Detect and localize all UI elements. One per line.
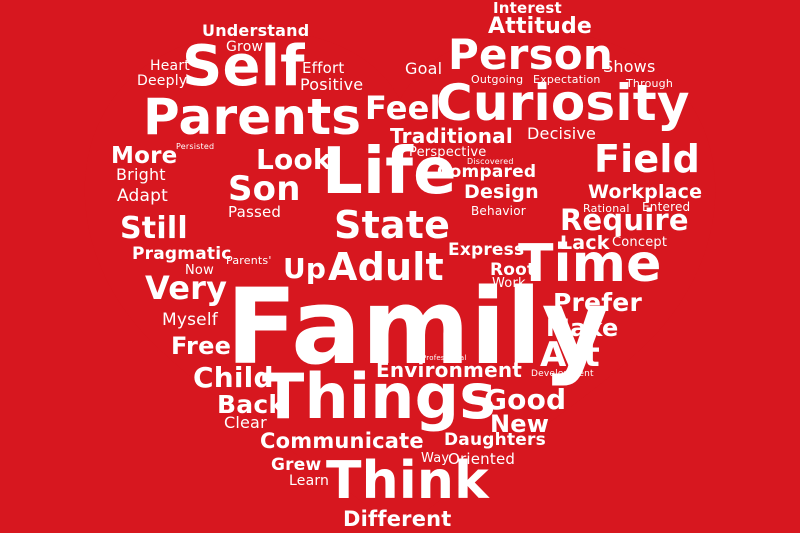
word-communicate: Communicate bbox=[260, 429, 424, 453]
word-environment: Environment bbox=[376, 358, 523, 382]
word-parents-possessive: Parents' bbox=[226, 254, 272, 267]
word-bright: Bright bbox=[116, 165, 166, 184]
word-son: Son bbox=[228, 169, 301, 209]
word-perspective: Perspective bbox=[409, 145, 487, 160]
word-require: Require bbox=[560, 203, 689, 237]
word-make: Make bbox=[546, 314, 619, 342]
word-rational: Rational bbox=[583, 202, 630, 215]
word-design: Design bbox=[464, 181, 539, 203]
word-way: Way bbox=[421, 451, 450, 466]
word-child: Child bbox=[193, 361, 274, 394]
word-deeply: Deeply bbox=[137, 73, 188, 89]
word-grew: Grew bbox=[271, 455, 322, 475]
word-understand: Understand bbox=[202, 21, 310, 40]
word-art: Art bbox=[540, 335, 600, 375]
word-parents: Parents bbox=[143, 88, 362, 146]
word-compared: Compared bbox=[437, 162, 537, 182]
word-attitude: Attitude bbox=[488, 14, 593, 39]
word-look: Look bbox=[256, 143, 332, 176]
word-self: Self bbox=[182, 34, 305, 99]
word-more: More bbox=[111, 143, 178, 169]
word-free: Free bbox=[171, 332, 232, 360]
word-professional: Professional bbox=[422, 354, 467, 362]
word-development: Development bbox=[531, 369, 594, 379]
word-back: Back bbox=[217, 390, 286, 419]
word-traditional: Traditional bbox=[390, 124, 513, 148]
word-still: Still bbox=[120, 211, 188, 246]
word-interest: Interest bbox=[493, 0, 562, 17]
word-positive: Positive bbox=[300, 75, 364, 94]
heart-outline bbox=[84, 30, 716, 533]
word-up: Up bbox=[283, 252, 327, 285]
word-passed: Passed bbox=[228, 203, 282, 221]
word-prefer: Prefer bbox=[553, 288, 642, 317]
word-daughters: Daughters bbox=[444, 430, 546, 450]
word-shows: Shows bbox=[603, 57, 656, 76]
word-different: Different bbox=[343, 507, 452, 531]
word-outgoing: Outgoing bbox=[471, 73, 524, 86]
word-feel: Feel bbox=[365, 89, 441, 127]
word-workplace: Workplace bbox=[588, 181, 703, 203]
word-adult: Adult bbox=[328, 245, 444, 289]
word-life: Life bbox=[322, 135, 457, 209]
word-concept: Concept bbox=[612, 235, 668, 250]
word-clear: Clear bbox=[224, 413, 267, 432]
word-entered: Entered bbox=[642, 200, 691, 214]
word-work: Work bbox=[492, 276, 526, 291]
word-goal: Goal bbox=[405, 59, 443, 78]
word-grow: Grow bbox=[226, 39, 264, 55]
word-state: State bbox=[334, 203, 451, 247]
word-persisted: Persisted bbox=[176, 142, 215, 151]
word-field: Field bbox=[594, 137, 700, 181]
word-discovered: Discovered bbox=[467, 157, 514, 166]
word-expectation: Expectation bbox=[533, 73, 601, 86]
word-lack: Lack bbox=[560, 232, 610, 254]
word-now: Now bbox=[185, 263, 214, 278]
word-oriented: Oriented bbox=[448, 450, 516, 468]
word-family: Family bbox=[226, 266, 610, 388]
word-learn: Learn bbox=[289, 473, 330, 489]
word-root: Root bbox=[490, 260, 536, 280]
word-very: Very bbox=[145, 269, 228, 307]
word-new: New bbox=[490, 410, 550, 438]
word-behavior: Behavior bbox=[471, 204, 526, 218]
word-decisive: Decisive bbox=[527, 124, 597, 143]
word-things: Things bbox=[262, 360, 497, 433]
word-heart: Heart bbox=[150, 58, 190, 74]
word-adapt: Adapt bbox=[117, 186, 168, 206]
word-time: Time bbox=[518, 234, 662, 294]
word-through: Through bbox=[626, 77, 674, 90]
word-express: Express bbox=[448, 240, 525, 260]
word-effort: Effort bbox=[302, 59, 345, 77]
word-think: Think bbox=[326, 451, 489, 511]
word-myself: Myself bbox=[162, 310, 218, 330]
word-good: Good bbox=[484, 383, 567, 416]
word-person: Person bbox=[448, 30, 613, 79]
word-curiosity: Curiosity bbox=[436, 74, 690, 132]
word-pragmatic: Pragmatic bbox=[132, 244, 232, 264]
